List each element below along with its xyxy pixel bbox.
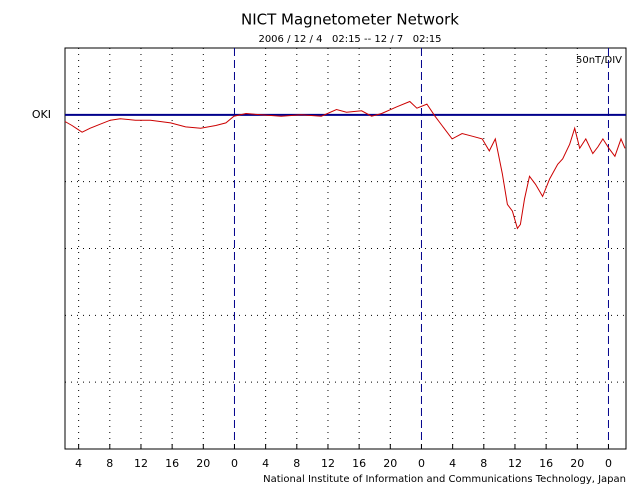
station-label: OKI [32, 108, 51, 121]
x-tick-label: 8 [106, 457, 113, 470]
x-tick-label: 16 [539, 457, 553, 470]
chart-title: NICT Magnetometer Network [241, 11, 459, 29]
x-tick-label: 4 [75, 457, 82, 470]
x-tick-label: 16 [352, 457, 366, 470]
x-tick-label: 0 [605, 457, 612, 470]
x-tick-label: 4 [262, 457, 269, 470]
x-tick-label: 8 [480, 457, 487, 470]
x-tick-label: 12 [134, 457, 148, 470]
x-tick-label: 0 [418, 457, 425, 470]
x-tick-label: 20 [196, 457, 210, 470]
x-tick-label: 20 [383, 457, 397, 470]
footer: National Institute of Information and Co… [263, 474, 626, 485]
x-tick-label: 12 [321, 457, 335, 470]
x-tick-label: 20 [570, 457, 584, 470]
chart-subtitle: 2006 / 12 / 4 02:15 -- 12 / 7 02:15 [258, 34, 441, 45]
x-tick-label: 4 [449, 457, 456, 470]
data-line [64, 100, 626, 230]
x-tick-label: 16 [165, 457, 179, 470]
x-tick-label: 12 [508, 457, 522, 470]
x-tick-label: 0 [231, 457, 238, 470]
x-tick-label: 8 [293, 457, 300, 470]
scale-label: 50nT/DIV [576, 55, 622, 66]
